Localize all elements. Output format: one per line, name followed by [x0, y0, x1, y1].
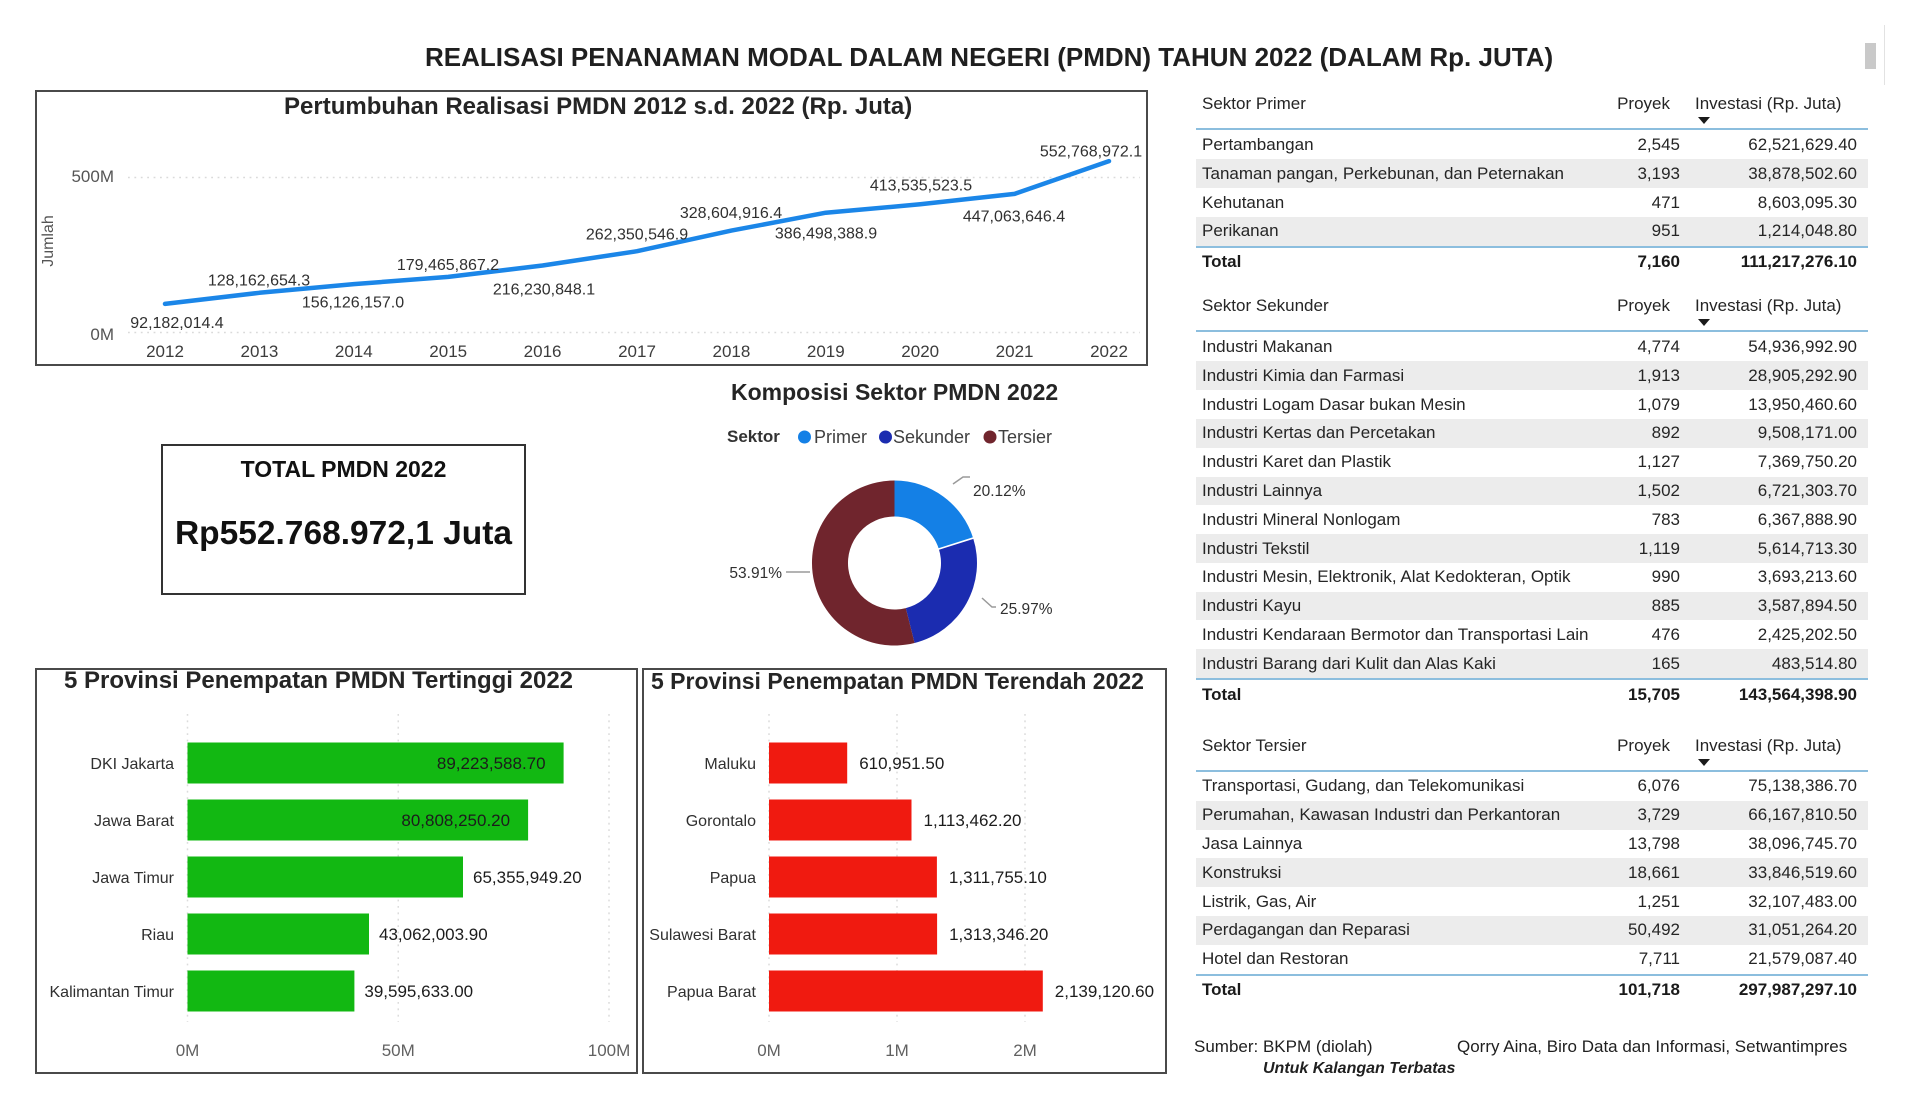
- svg-text:128,162,654.3: 128,162,654.3: [208, 273, 310, 290]
- svg-text:328,604,916.4: 328,604,916.4: [680, 205, 782, 222]
- svg-text:Gorontalo: Gorontalo: [686, 813, 756, 830]
- svg-text:Jumlah: Jumlah: [40, 215, 57, 267]
- svg-text:2013: 2013: [240, 342, 278, 361]
- svg-text:2012: 2012: [146, 342, 184, 361]
- svg-text:Maluku: Maluku: [704, 756, 756, 773]
- svg-text:43,062,003.90: 43,062,003.90: [379, 925, 488, 944]
- svg-text:386,498,388.9: 386,498,388.9: [775, 226, 877, 243]
- svg-text:0M: 0M: [176, 1041, 200, 1060]
- svg-text:552,768,972.1: 552,768,972.1: [1040, 144, 1142, 161]
- svg-text:92,182,014.4: 92,182,014.4: [130, 315, 224, 332]
- svg-text:Riau: Riau: [141, 927, 174, 944]
- svg-text:610,951.50: 610,951.50: [859, 754, 944, 773]
- svg-text:2018: 2018: [712, 342, 750, 361]
- svg-text:216,230,848.1: 216,230,848.1: [493, 282, 595, 299]
- svg-text:413,535,523.5: 413,535,523.5: [870, 178, 972, 195]
- svg-text:179,465,867.2: 179,465,867.2: [397, 257, 499, 274]
- svg-text:89,223,588.70: 89,223,588.70: [437, 754, 546, 773]
- svg-text:2M: 2M: [1013, 1041, 1037, 1060]
- svg-text:2014: 2014: [335, 342, 373, 361]
- svg-text:80,808,250.20: 80,808,250.20: [401, 811, 510, 830]
- svg-text:500M: 500M: [71, 167, 114, 186]
- svg-text:0M: 0M: [90, 325, 114, 344]
- svg-text:0M: 0M: [757, 1041, 781, 1060]
- svg-text:262,350,546.9: 262,350,546.9: [586, 227, 688, 244]
- svg-text:39,595,633.00: 39,595,633.00: [364, 982, 473, 1001]
- svg-text:2,139,120.60: 2,139,120.60: [1055, 982, 1154, 1001]
- svg-text:2017: 2017: [618, 342, 656, 361]
- svg-text:100M: 100M: [588, 1041, 631, 1060]
- svg-text:447,063,646.4: 447,063,646.4: [963, 209, 1065, 226]
- svg-text:Sulawesi Barat: Sulawesi Barat: [649, 927, 756, 944]
- svg-text:50M: 50M: [382, 1041, 415, 1060]
- svg-text:156,126,157.0: 156,126,157.0: [302, 295, 404, 312]
- svg-text:Jawa Barat: Jawa Barat: [94, 813, 175, 830]
- svg-text:1,113,462.20: 1,113,462.20: [924, 811, 1022, 830]
- svg-text:2021: 2021: [996, 342, 1034, 361]
- svg-text:DKI Jakarta: DKI Jakarta: [90, 756, 174, 773]
- svg-text:2015: 2015: [429, 342, 467, 361]
- svg-text:1,313,346.20: 1,313,346.20: [949, 925, 1048, 944]
- svg-text:Primer: Primer: [814, 427, 867, 447]
- svg-text:Tersier: Tersier: [998, 427, 1052, 447]
- svg-text:65,355,949.20: 65,355,949.20: [473, 868, 582, 887]
- svg-text:Papua Barat: Papua Barat: [667, 984, 757, 1001]
- svg-text:Kalimantan Timur: Kalimantan Timur: [50, 984, 175, 1001]
- svg-text:2019: 2019: [807, 342, 845, 361]
- svg-text:25.97%: 25.97%: [1000, 601, 1053, 618]
- svg-text:1M: 1M: [885, 1041, 909, 1060]
- svg-text:2022: 2022: [1090, 342, 1128, 361]
- svg-text:2016: 2016: [524, 342, 562, 361]
- svg-text:53.91%: 53.91%: [729, 565, 782, 582]
- svg-text:Sekunder: Sekunder: [893, 427, 970, 447]
- svg-text:1,311,755.10: 1,311,755.10: [949, 868, 1047, 887]
- svg-text:Jawa Timur: Jawa Timur: [92, 870, 174, 887]
- svg-text:Papua: Papua: [710, 870, 756, 887]
- svg-text:20.12%: 20.12%: [973, 483, 1026, 500]
- svg-text:2020: 2020: [901, 342, 939, 361]
